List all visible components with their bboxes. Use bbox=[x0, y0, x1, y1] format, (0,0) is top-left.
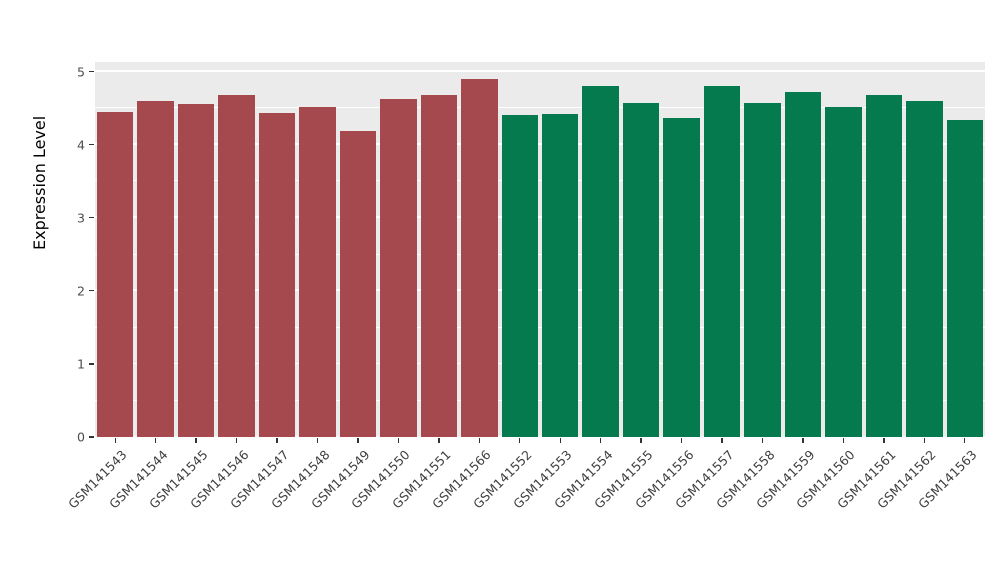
x-axis-tick bbox=[761, 438, 764, 443]
major-gridline bbox=[95, 216, 985, 218]
y-tick-label: 3 bbox=[77, 210, 85, 226]
minor-gridline bbox=[95, 399, 985, 401]
bar bbox=[218, 94, 255, 437]
x-axis-tick bbox=[154, 438, 157, 443]
y-tick-label: 2 bbox=[77, 283, 85, 299]
x-axis-tick bbox=[438, 438, 440, 443]
bar bbox=[663, 117, 700, 437]
y-tick-label: 1 bbox=[77, 356, 85, 372]
x-axis-tick bbox=[114, 438, 116, 443]
x-axis-tick bbox=[397, 438, 400, 443]
major-gridline bbox=[95, 143, 985, 145]
minor-gridline bbox=[95, 107, 985, 109]
x-axis-tick bbox=[235, 438, 238, 443]
major-gridline bbox=[95, 70, 985, 72]
y-axis-tick bbox=[89, 436, 94, 438]
y-axis-title: Expression Level bbox=[30, 115, 49, 250]
bar bbox=[784, 91, 822, 437]
y-axis-tick bbox=[89, 70, 94, 73]
y-axis-tick bbox=[89, 143, 94, 146]
x-axis-tick bbox=[478, 438, 480, 443]
bar bbox=[542, 113, 579, 437]
bar bbox=[501, 115, 538, 437]
bar bbox=[258, 113, 296, 437]
x-axis-tick bbox=[357, 438, 359, 443]
x-axis-tick bbox=[316, 438, 319, 443]
major-gridline bbox=[95, 289, 985, 291]
bar bbox=[946, 120, 983, 437]
y-tick-label: 0 bbox=[77, 429, 85, 445]
x-axis-tick bbox=[923, 438, 925, 443]
bar bbox=[906, 100, 943, 437]
bar bbox=[703, 86, 741, 437]
minor-gridline bbox=[95, 326, 985, 328]
y-tick-label: 4 bbox=[77, 137, 85, 153]
y-tick-label: 5 bbox=[77, 64, 85, 79]
bar bbox=[865, 94, 903, 437]
x-axis-tick bbox=[802, 438, 804, 443]
y-axis-tick bbox=[89, 363, 94, 365]
major-gridline bbox=[95, 435, 985, 437]
bar bbox=[461, 78, 498, 437]
plot-panel bbox=[95, 62, 985, 437]
x-axis-tick bbox=[276, 438, 278, 443]
y-axis-tick bbox=[89, 217, 94, 219]
y-axis-tick bbox=[89, 290, 94, 292]
x-axis-tick bbox=[721, 438, 723, 443]
bar bbox=[137, 100, 174, 437]
minor-gridline bbox=[95, 253, 985, 255]
x-axis-tick bbox=[599, 438, 602, 443]
bar bbox=[744, 102, 781, 437]
bar bbox=[622, 102, 660, 437]
x-axis-tick bbox=[195, 438, 197, 443]
x-axis-tick bbox=[883, 438, 885, 443]
x-axis-tick bbox=[640, 438, 642, 443]
x-axis-tick bbox=[964, 438, 966, 443]
minor-gridline bbox=[95, 180, 985, 182]
x-axis-tick bbox=[842, 438, 845, 443]
bar bbox=[339, 131, 377, 437]
bar bbox=[582, 86, 619, 437]
bar bbox=[177, 104, 215, 437]
bar bbox=[299, 107, 336, 437]
x-axis-tick bbox=[519, 438, 521, 443]
bar bbox=[825, 107, 862, 437]
x-axis-tick bbox=[559, 438, 561, 443]
bar bbox=[97, 111, 134, 437]
major-gridline bbox=[95, 362, 985, 364]
bar bbox=[420, 94, 458, 437]
x-axis-tick bbox=[680, 438, 683, 443]
bar bbox=[380, 98, 417, 437]
